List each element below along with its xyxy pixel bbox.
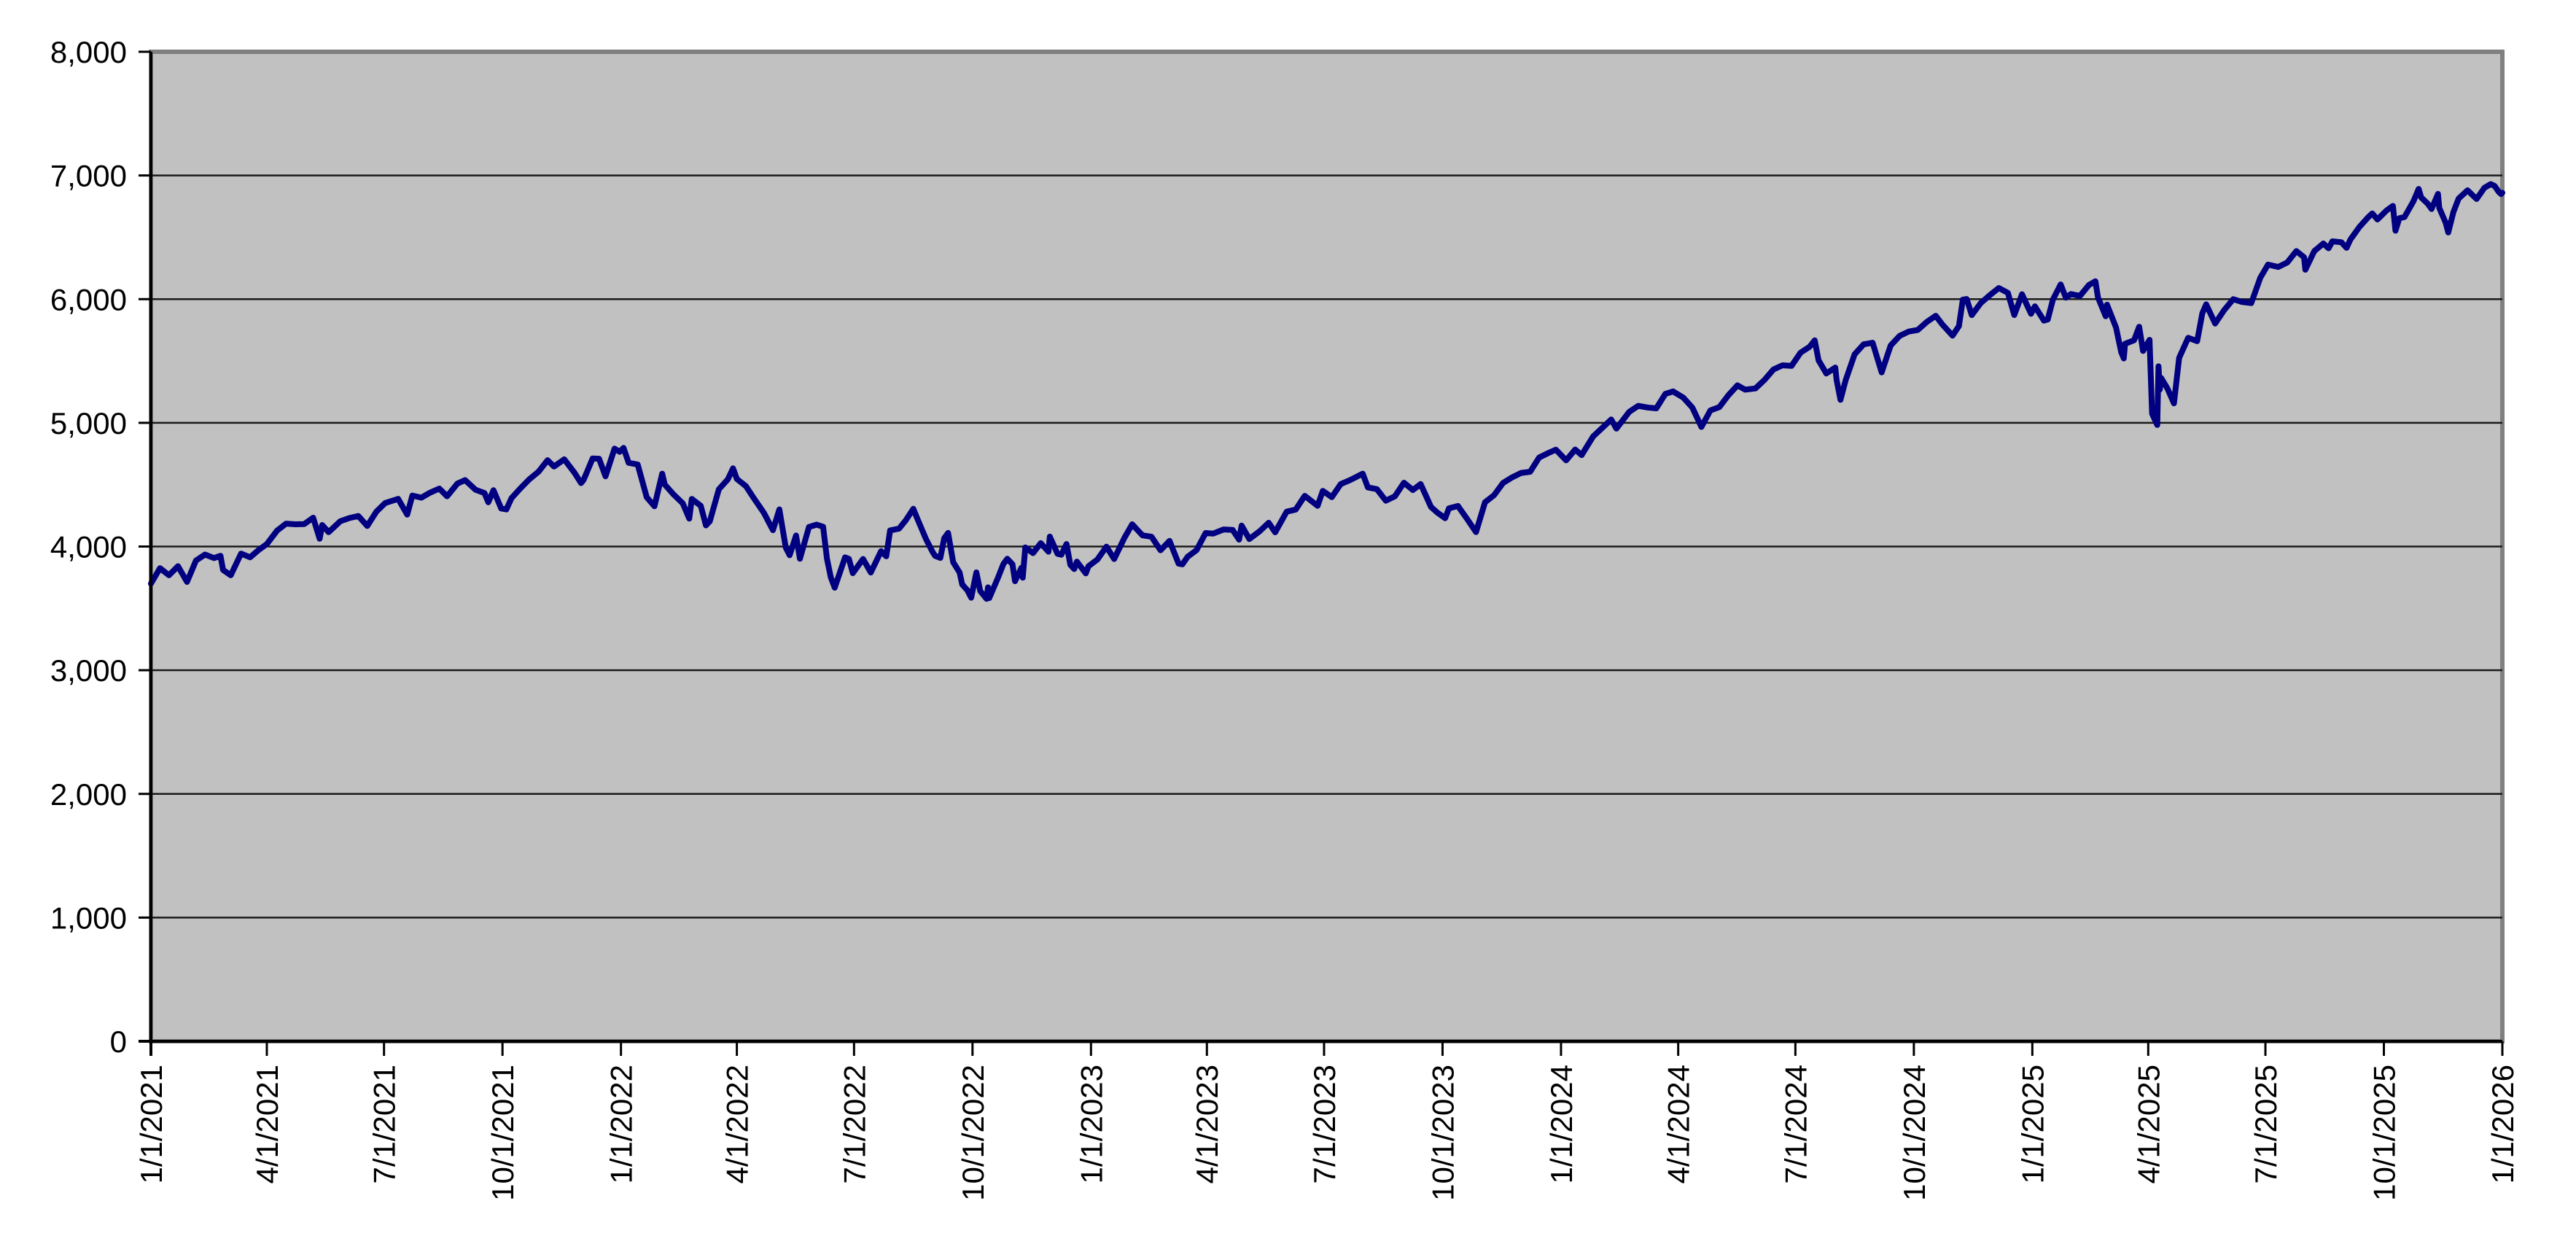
y-tick-label: 0 (110, 1024, 127, 1059)
x-tick-label: 7/1/2022 (837, 1065, 871, 1184)
x-tick-label: 7/1/2024 (1778, 1065, 1813, 1184)
y-tick-label: 4,000 (50, 530, 127, 564)
price-series-line (148, 181, 2505, 602)
x-tick-label: 10/1/2025 (2367, 1065, 2402, 1201)
x-tick-label: 10/1/2024 (1897, 1065, 1931, 1201)
x-tick-label: 1/1/2025 (2015, 1065, 2050, 1184)
x-tick-label: 4/1/2021 (250, 1065, 284, 1184)
horizontal-gridlines (151, 174, 2502, 919)
y-tick-label: 2,000 (50, 777, 127, 812)
y-tick-label: 1,000 (50, 901, 127, 935)
x-tick-label: 10/1/2023 (1425, 1065, 1460, 1201)
x-tick-label: 1/1/2026 (2486, 1065, 2520, 1184)
x-tick-label: 1/1/2021 (134, 1065, 168, 1184)
x-tick-label: 10/1/2022 (956, 1065, 990, 1201)
y-tick-label: 5,000 (50, 406, 127, 440)
x-tick-label: 1/1/2023 (1074, 1065, 1108, 1184)
x-axis-tick-labels: 1/1/2021 4/1/2021 7/1/2021 10/1/2021 1/1/202… (134, 1065, 2520, 1201)
y-tick-label: 7,000 (50, 159, 127, 193)
x-tick-label: 4/1/2022 (720, 1065, 755, 1184)
x-tick-label: 10/1/2021 (486, 1065, 520, 1201)
x-tick-label: 1/1/2022 (604, 1065, 639, 1184)
y-axis-tick-labels: 0 1,000 2,000 3,000 4,000 5,000 6,000 7,000 8,00… (50, 35, 127, 1059)
x-tick-label: 7/1/2021 (367, 1065, 402, 1184)
x-tick-label: 7/1/2023 (1307, 1065, 1342, 1184)
x-tick-label: 4/1/2024 (1662, 1065, 1696, 1184)
x-tick-label: 1/1/2024 (1544, 1065, 1579, 1184)
x-tick-label: 7/1/2025 (2249, 1065, 2283, 1184)
y-tick-label: 8,000 (50, 35, 127, 69)
axes (139, 50, 2504, 1056)
x-tick-label: 4/1/2025 (2131, 1065, 2166, 1184)
y-tick-label: 3,000 (50, 653, 127, 688)
x-tick-label: 4/1/2023 (1190, 1065, 1224, 1184)
y-tick-label: 6,000 (50, 282, 127, 316)
